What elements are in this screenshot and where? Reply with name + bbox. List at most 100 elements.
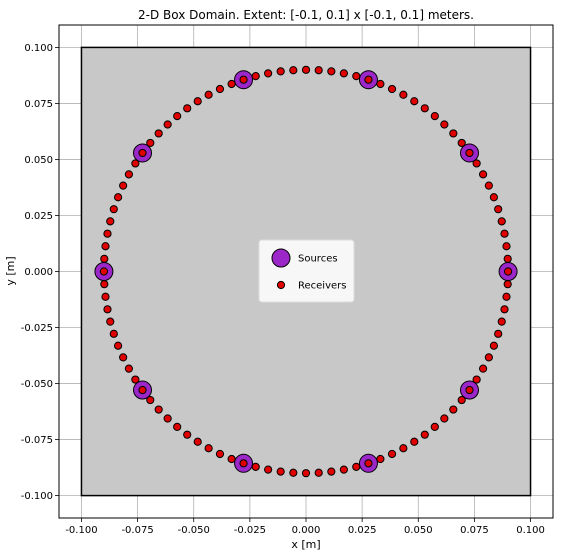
receiver-point <box>215 84 225 94</box>
receiver-point <box>103 305 112 314</box>
receiver-point <box>472 159 481 168</box>
data-marks <box>94 65 518 478</box>
x-tick-label: -0.025 <box>234 525 266 536</box>
x-tick-label: 0.025 <box>348 525 377 536</box>
receiver-point <box>264 69 273 78</box>
receiver-point <box>276 467 285 476</box>
y-tick-label: -0.075 <box>21 435 53 446</box>
receiver-point <box>497 217 506 226</box>
y-tick-label: -0.050 <box>21 379 53 390</box>
receiver-point <box>138 385 147 395</box>
receiver-point <box>146 138 155 148</box>
receiver-point <box>465 385 474 395</box>
receiver-point <box>109 205 118 214</box>
receiver-point <box>430 422 439 431</box>
receiver-point <box>376 79 385 89</box>
receiver-point <box>227 79 236 89</box>
receiver-point <box>103 229 112 238</box>
receiver-point <box>478 364 488 373</box>
receiver-point <box>251 72 260 81</box>
receiver-point <box>264 465 273 474</box>
receiver-point <box>100 280 109 289</box>
receiver-point <box>494 329 503 338</box>
x-tick-label: -0.050 <box>178 525 210 536</box>
receiver-point <box>163 414 172 423</box>
receiver-point <box>489 193 498 202</box>
x-tick-label: 0.000 <box>292 525 321 536</box>
receiver-point <box>119 353 128 362</box>
receiver-point <box>163 120 172 129</box>
receiver-point <box>289 66 298 75</box>
receiver-point <box>183 104 192 113</box>
receiver-point <box>399 90 408 99</box>
receiver-point <box>109 329 118 338</box>
receiver-point <box>387 84 397 94</box>
receiver-point <box>472 375 481 384</box>
receiver-point <box>138 148 147 158</box>
receiver-point <box>289 468 298 477</box>
receiver-point <box>131 375 140 384</box>
x-tick-label: -0.075 <box>121 525 153 536</box>
receiver-point <box>301 469 311 478</box>
receiver-point <box>215 449 225 459</box>
y-tick-label: 0.050 <box>24 155 53 166</box>
receiver-point <box>494 205 503 214</box>
receiver-point <box>114 193 123 202</box>
receiver-point <box>489 341 498 350</box>
receiver-point <box>339 465 348 474</box>
legend-receivers-label: Receivers <box>298 281 346 292</box>
receiver-point <box>420 104 429 113</box>
receiver-point <box>146 395 155 405</box>
legend-sources-label: Sources <box>298 254 338 265</box>
receiver-point <box>114 341 123 350</box>
y-tick-label: 0.100 <box>24 43 53 54</box>
y-axis-label: y [m] <box>4 256 17 285</box>
receiver-point <box>503 267 513 276</box>
y-tick-label: 0.025 <box>24 211 53 222</box>
receiver-point <box>314 66 323 75</box>
receiver-point <box>154 405 163 414</box>
domain-box-edge <box>80 46 532 497</box>
receiver-point <box>173 422 182 431</box>
receiver-point <box>204 90 213 99</box>
receiver-point <box>173 112 182 121</box>
receiver-point <box>239 459 248 468</box>
receiver-point <box>478 170 488 179</box>
receiver-point <box>100 254 109 263</box>
receiver-point <box>251 462 260 471</box>
receiver-point <box>106 217 115 226</box>
receiver-point <box>193 97 202 106</box>
y-tick-label: 0.075 <box>24 99 53 110</box>
receiver-point <box>449 405 458 414</box>
chart-title: 2-D Box Domain. Extent: [-0.1, 0.1] x [-… <box>138 8 474 22</box>
x-tick-label: 0.100 <box>516 525 545 536</box>
receiver-point <box>410 437 419 446</box>
receiver-point <box>502 242 511 251</box>
receiver-point <box>503 280 512 289</box>
receiver-point <box>457 138 466 148</box>
receiver-point <box>131 159 140 168</box>
x-tick-label: 0.075 <box>460 525 489 536</box>
receiver-point <box>364 75 373 84</box>
receiver-point <box>119 181 128 190</box>
receiver-point <box>440 120 449 129</box>
receiver-point <box>410 97 419 106</box>
receiver-point <box>440 414 449 423</box>
receiver-point <box>352 72 361 81</box>
receiver-point <box>339 69 348 78</box>
receiver-point <box>327 67 336 76</box>
receiver-point <box>352 462 361 471</box>
legend: Sources Receivers <box>258 239 355 303</box>
receiver-point <box>101 292 110 301</box>
receiver-point <box>376 454 385 464</box>
y-tick-label: -0.025 <box>21 323 53 334</box>
receiver-point <box>154 129 163 138</box>
receiver-point <box>239 75 248 84</box>
receiver-point <box>503 254 512 263</box>
receiver-point <box>124 170 134 179</box>
receiver-point <box>449 129 458 138</box>
y-tick-label: -0.100 <box>21 491 53 502</box>
tick-labels: -0.100 -0.075 -0.050 -0.025 0.000 0.025 0.050 0… <box>21 43 545 536</box>
receiver-point <box>101 242 110 251</box>
